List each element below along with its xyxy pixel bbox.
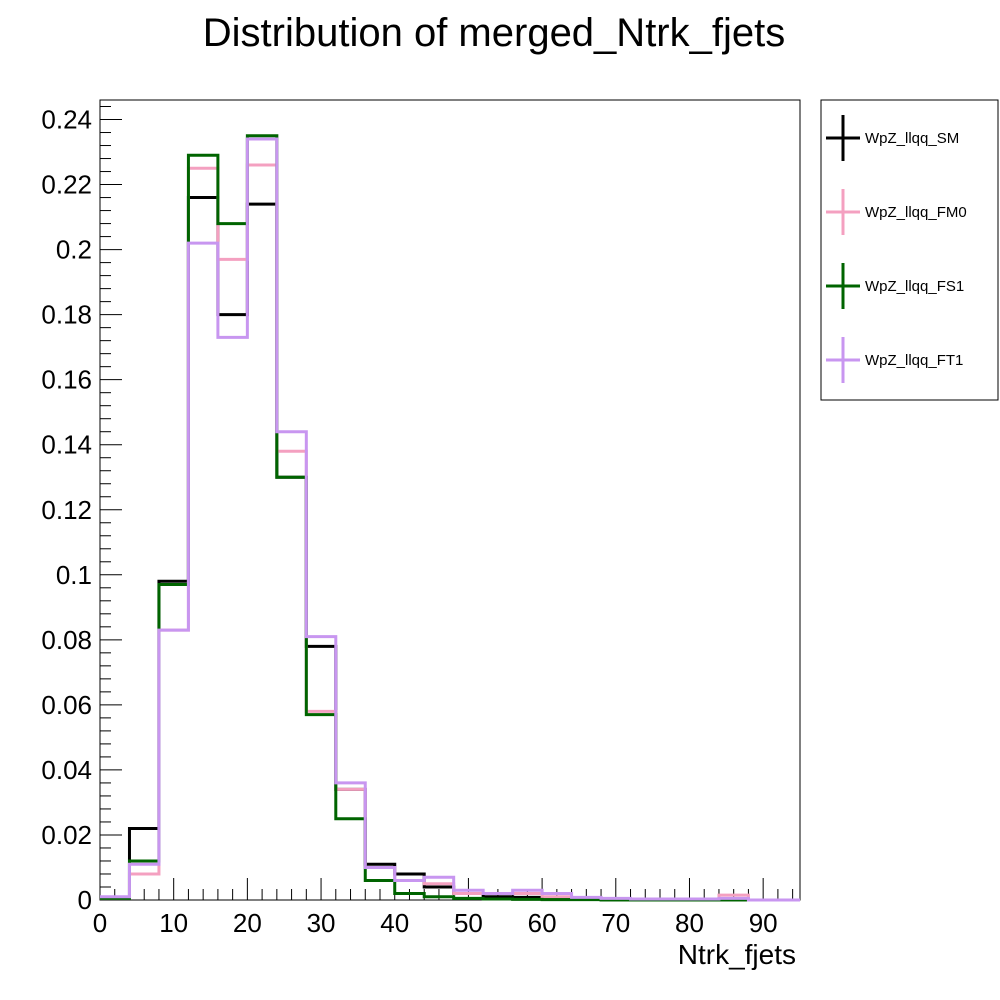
- series-line-WpZ_llqq_FT1: [100, 137, 800, 902]
- y-tick-label: 0: [78, 885, 92, 915]
- legend-label: WpZ_llqq_SM: [865, 130, 959, 147]
- histogram-series: [100, 134, 800, 902]
- y-tick-label: 0.2: [56, 235, 92, 265]
- y-tick-label: 0.1: [56, 560, 92, 590]
- plot-border: [99, 99, 801, 901]
- y-tick-label: 0.14: [41, 430, 92, 460]
- y-tick-label: 0.04: [41, 755, 92, 785]
- x-axis-title: Ntrk_fjets: [678, 939, 796, 970]
- axis-ticks: [99, 106, 794, 901]
- y-tick-label: 0.24: [41, 105, 92, 135]
- legend-label: WpZ_llqq_FT1: [865, 352, 963, 369]
- x-tick-label: 20: [233, 908, 262, 938]
- y-tick-label: 0.22: [41, 170, 92, 200]
- y-tick-label: 0.08: [41, 625, 92, 655]
- x-tick-label: 50: [454, 908, 483, 938]
- x-tick-label: 60: [528, 908, 557, 938]
- chart-title: Distribution of merged_Ntrk_fjets: [203, 11, 785, 55]
- x-tick-label: 0: [93, 908, 107, 938]
- legend-label: WpZ_llqq_FM0: [865, 204, 967, 221]
- legend-box: [820, 99, 999, 401]
- y-tick-label: 0.18: [41, 300, 92, 330]
- x-tick-label: 80: [675, 908, 704, 938]
- legend: WpZ_llqq_SM WpZ_llqq_FM0 WpZ_llqq_FS1 WpZ_l…: [820, 99, 999, 401]
- y-tick-label: 0.02: [41, 820, 92, 850]
- axis-tick-labels: 0 10 20 30 40 50 60 70 80 90 0 0.02 0.04 0.06 0.08 0.1 0…: [41, 105, 777, 938]
- y-tick-label: 0.12: [41, 495, 92, 525]
- series-line-WpZ_llqq_FS1: [100, 134, 800, 902]
- x-tick-label: 90: [749, 908, 778, 938]
- y-tick-label: 0.16: [41, 365, 92, 395]
- x-tick-label: 10: [159, 908, 188, 938]
- y-tick-label: 0.06: [41, 690, 92, 720]
- x-tick-label: 40: [380, 908, 409, 938]
- plot-frame: [99, 99, 801, 901]
- legend-label: WpZ_llqq_FS1: [865, 278, 964, 295]
- x-tick-label: 30: [307, 908, 336, 938]
- x-tick-label: 70: [601, 908, 630, 938]
